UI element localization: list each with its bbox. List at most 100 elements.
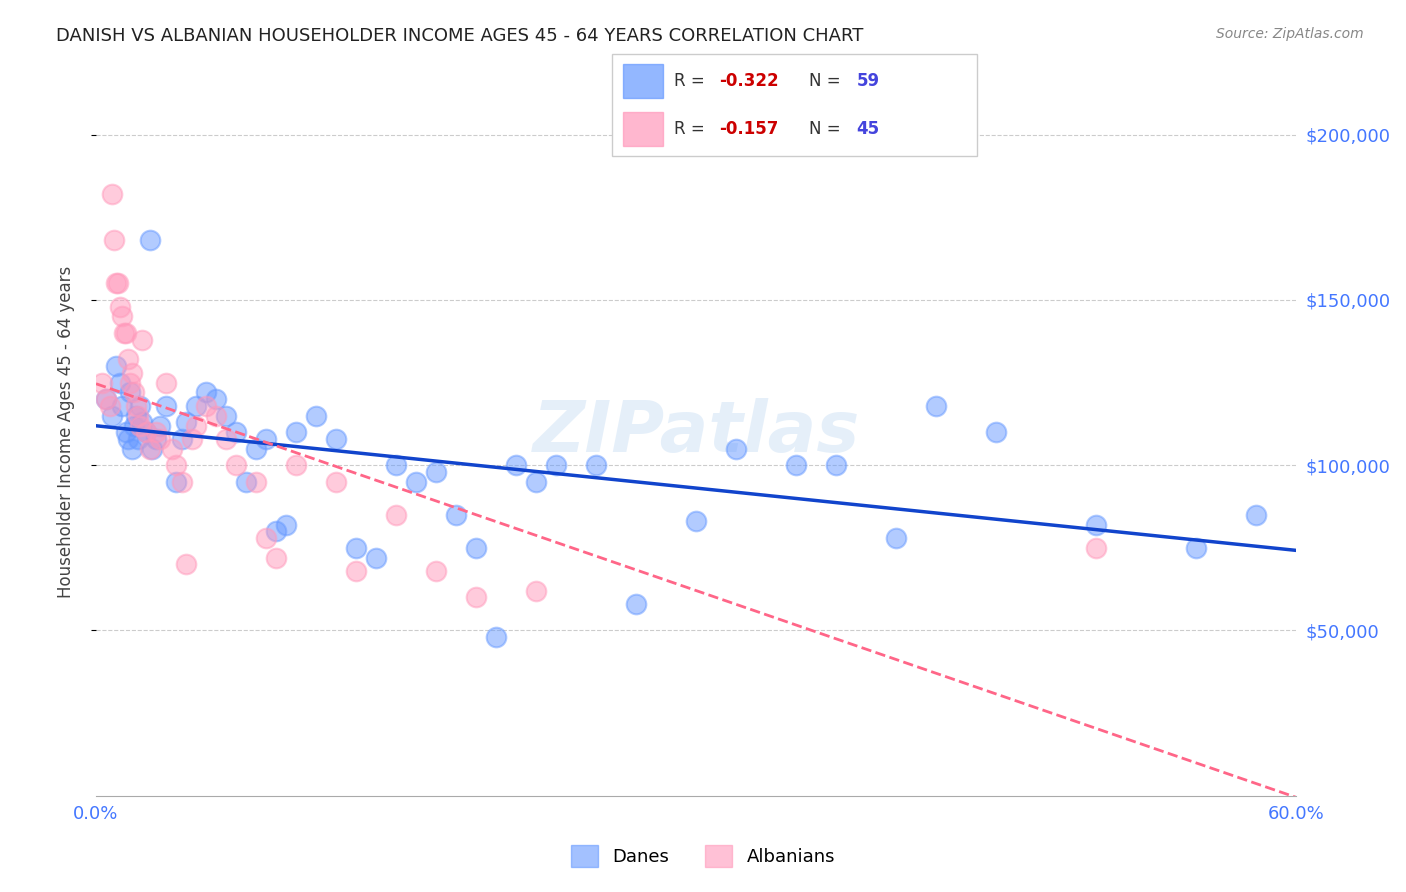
- Point: [725, 442, 748, 456]
- Point: [129, 418, 152, 433]
- Point: [364, 550, 387, 565]
- Point: [170, 475, 193, 489]
- Point: [1085, 541, 1108, 555]
- Point: [245, 442, 267, 456]
- Point: [117, 432, 139, 446]
- Point: [121, 442, 143, 456]
- Point: [160, 442, 183, 456]
- Point: [118, 376, 141, 390]
- Text: DANISH VS ALBANIAN HOUSEHOLDER INCOME AGES 45 - 64 YEARS CORRELATION CHART: DANISH VS ALBANIAN HOUSEHOLDER INCOME AG…: [56, 27, 863, 45]
- Point: [174, 415, 197, 429]
- Bar: [623, 64, 662, 97]
- Point: [524, 583, 547, 598]
- Point: [205, 409, 228, 423]
- Point: [103, 234, 125, 248]
- Point: [115, 425, 138, 439]
- Point: [305, 409, 328, 423]
- Bar: [623, 112, 662, 145]
- Point: [129, 399, 152, 413]
- Point: [344, 541, 367, 555]
- Point: [254, 432, 277, 446]
- Point: [585, 458, 607, 473]
- Point: [485, 630, 508, 644]
- Point: [785, 458, 807, 473]
- Point: [108, 376, 131, 390]
- Point: [165, 458, 187, 473]
- Point: [145, 432, 167, 446]
- Point: [107, 277, 129, 291]
- Point: [139, 234, 162, 248]
- Point: [121, 366, 143, 380]
- Point: [254, 531, 277, 545]
- Point: [115, 326, 138, 340]
- Point: [274, 517, 297, 532]
- Point: [184, 399, 207, 413]
- Point: [125, 409, 148, 423]
- Point: [215, 409, 238, 423]
- Point: [205, 392, 228, 406]
- Text: N =: N =: [808, 120, 846, 138]
- Point: [149, 418, 172, 433]
- Point: [184, 418, 207, 433]
- Point: [344, 564, 367, 578]
- Point: [111, 310, 134, 324]
- Point: [235, 475, 257, 489]
- Point: [181, 432, 204, 446]
- Text: 59: 59: [856, 72, 880, 90]
- Point: [444, 508, 467, 522]
- Point: [94, 392, 117, 406]
- Point: [131, 415, 153, 429]
- Point: [325, 432, 347, 446]
- Legend: Danes, Albanians: Danes, Albanians: [564, 838, 842, 874]
- Point: [91, 376, 114, 390]
- Point: [135, 425, 157, 439]
- Point: [165, 475, 187, 489]
- Point: [195, 385, 218, 400]
- Point: [174, 558, 197, 572]
- Point: [170, 432, 193, 446]
- Point: [195, 399, 218, 413]
- Text: 45: 45: [856, 120, 880, 138]
- Point: [141, 442, 163, 456]
- Point: [264, 550, 287, 565]
- Point: [465, 541, 488, 555]
- Point: [1085, 517, 1108, 532]
- Point: [505, 458, 527, 473]
- Point: [984, 425, 1007, 439]
- Point: [118, 385, 141, 400]
- Text: R =: R =: [673, 72, 710, 90]
- Point: [155, 376, 177, 390]
- Point: [149, 432, 172, 446]
- Point: [524, 475, 547, 489]
- Point: [98, 399, 121, 413]
- Point: [825, 458, 848, 473]
- FancyBboxPatch shape: [612, 54, 977, 156]
- Point: [112, 326, 135, 340]
- Point: [101, 409, 124, 423]
- Text: -0.322: -0.322: [720, 72, 779, 90]
- Point: [884, 531, 907, 545]
- Point: [385, 508, 408, 522]
- Point: [624, 597, 647, 611]
- Point: [1185, 541, 1208, 555]
- Point: [225, 458, 247, 473]
- Point: [1244, 508, 1267, 522]
- Point: [125, 399, 148, 413]
- Text: Source: ZipAtlas.com: Source: ZipAtlas.com: [1216, 27, 1364, 41]
- Point: [127, 432, 149, 446]
- Point: [131, 333, 153, 347]
- Point: [685, 515, 707, 529]
- Point: [94, 392, 117, 406]
- Point: [425, 465, 447, 479]
- Point: [544, 458, 567, 473]
- Point: [285, 458, 308, 473]
- Point: [925, 399, 948, 413]
- Text: R =: R =: [673, 120, 710, 138]
- Point: [105, 277, 128, 291]
- Point: [465, 591, 488, 605]
- Text: -0.157: -0.157: [720, 120, 779, 138]
- Point: [425, 564, 447, 578]
- Point: [325, 475, 347, 489]
- Point: [108, 300, 131, 314]
- Point: [155, 399, 177, 413]
